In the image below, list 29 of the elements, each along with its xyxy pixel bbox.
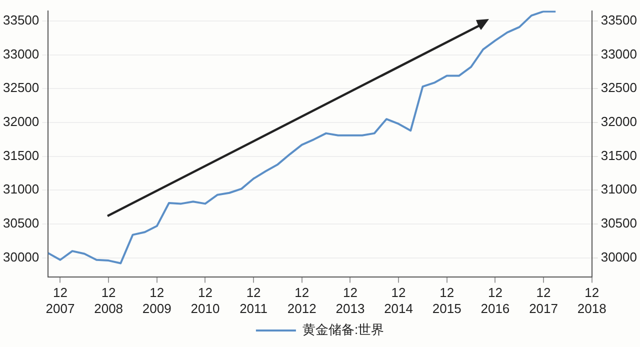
x-tick-label: 12 2018 <box>577 285 606 316</box>
y-tick-label: 33000 <box>2 46 40 62</box>
x-tick-label: 12 2014 <box>384 285 413 316</box>
x-tick-label: 12 2009 <box>142 285 172 316</box>
legend-label: 黄金储备:世界 <box>302 322 384 338</box>
y-tick-label: 32000 <box>2 114 40 130</box>
y2-tick-label: 33000 <box>600 46 638 62</box>
x-tick-label: 12 2015 <box>432 285 462 316</box>
x-tick-label: 12 2013 <box>336 285 365 316</box>
y2-tick-label: 31500 <box>600 148 638 163</box>
y-tick-label: 30500 <box>2 216 40 231</box>
y-tick-label: 31500 <box>2 148 40 163</box>
y-tick-label: 31000 <box>2 182 40 197</box>
y-tick-label: 33500 <box>2 12 40 28</box>
x-tick-label: 12 2010 <box>190 285 220 316</box>
y-tick-label: 32500 <box>2 80 40 96</box>
y2-tick-label: 30500 <box>600 216 638 231</box>
x-tick-label: 12 2017 <box>529 285 558 316</box>
x-tick-label: 12 2008 <box>94 285 124 316</box>
y2-tick-label: 30000 <box>600 249 638 264</box>
x-tick-label: 12 2016 <box>480 285 510 316</box>
x-tick-label: 12 2011 <box>240 285 268 316</box>
y2-tick-label: 32000 <box>600 114 638 130</box>
x-tick-label: 12 2007 <box>46 285 75 316</box>
y-tick-label: 30000 <box>2 249 40 264</box>
y2-tick-label: 32500 <box>600 80 638 96</box>
x-tick-label: 12 2012 <box>287 285 316 316</box>
y2-tick-label: 31000 <box>600 182 638 197</box>
y2-tick-label: 33500 <box>600 12 638 28</box>
